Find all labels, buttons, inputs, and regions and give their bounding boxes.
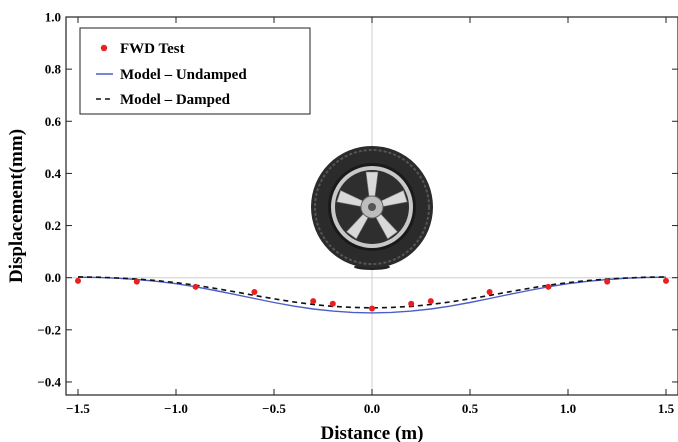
- legend-box: [79, 27, 311, 115]
- data-point-fwd-test: [369, 305, 375, 312]
- data-point-fwd-test: [251, 289, 258, 296]
- legend-label-fwd-test: FWD Test: [120, 41, 185, 57]
- legend-label-damped: Model – Damped: [120, 92, 231, 108]
- y-axis-title: Displacement(mm): [6, 129, 27, 283]
- y-tick-label: 0.8: [45, 62, 62, 77]
- legend-label-undamped: Model – Undamped: [120, 67, 247, 83]
- x-tick-label: 1.5: [658, 401, 675, 416]
- y-tick-label: −0.4: [37, 374, 61, 389]
- y-tick-label: 0.0: [45, 270, 61, 285]
- data-point-fwd-test: [545, 283, 552, 290]
- y-axis-ticks: 1.0 0.8 0.6 0.4 0.2 0.0 −0.2 −0.4: [37, 10, 678, 389]
- x-tick-label: 0.5: [462, 401, 479, 416]
- y-tick-label: −0.2: [37, 322, 61, 337]
- data-point-fwd-test: [486, 289, 493, 296]
- series-lines: [77, 276, 667, 314]
- data-point-fwd-test: [427, 298, 434, 305]
- y-tick-label: 0.2: [45, 218, 61, 233]
- data-point-fwd-test: [604, 278, 611, 285]
- data-point-fwd-test: [133, 278, 140, 285]
- data-point-fwd-test: [663, 277, 669, 284]
- wheel-icon: [311, 146, 433, 270]
- x-tick-label: −0.5: [262, 401, 286, 416]
- y-tick-label: 0.4: [45, 166, 62, 181]
- data-point-fwd-test: [310, 298, 317, 305]
- x-tick-label: −1.5: [66, 401, 90, 416]
- x-axis-ticks: −1.5 −1.0 −0.5 0.0 0.5 1.0 1.5: [66, 17, 675, 416]
- series-line-undamped: [77, 276, 667, 314]
- y-tick-label: 0.6: [45, 114, 62, 129]
- x-tick-label: −1.0: [164, 401, 188, 416]
- series-points: [75, 277, 669, 312]
- legend: FWD Test Model – Undamped Model – Damped: [79, 27, 311, 115]
- data-point-fwd-test: [408, 300, 415, 307]
- data-point-fwd-test: [75, 277, 81, 284]
- legend-marker-fwd-test: [100, 44, 108, 52]
- data-point-fwd-test: [192, 283, 199, 290]
- y-tick-label: 1.0: [45, 10, 61, 25]
- x-tick-label: 0.0: [364, 401, 380, 416]
- x-tick-label: 1.0: [560, 401, 576, 416]
- data-point-fwd-test: [329, 300, 336, 307]
- x-axis-title: Distance (m): [321, 423, 424, 442]
